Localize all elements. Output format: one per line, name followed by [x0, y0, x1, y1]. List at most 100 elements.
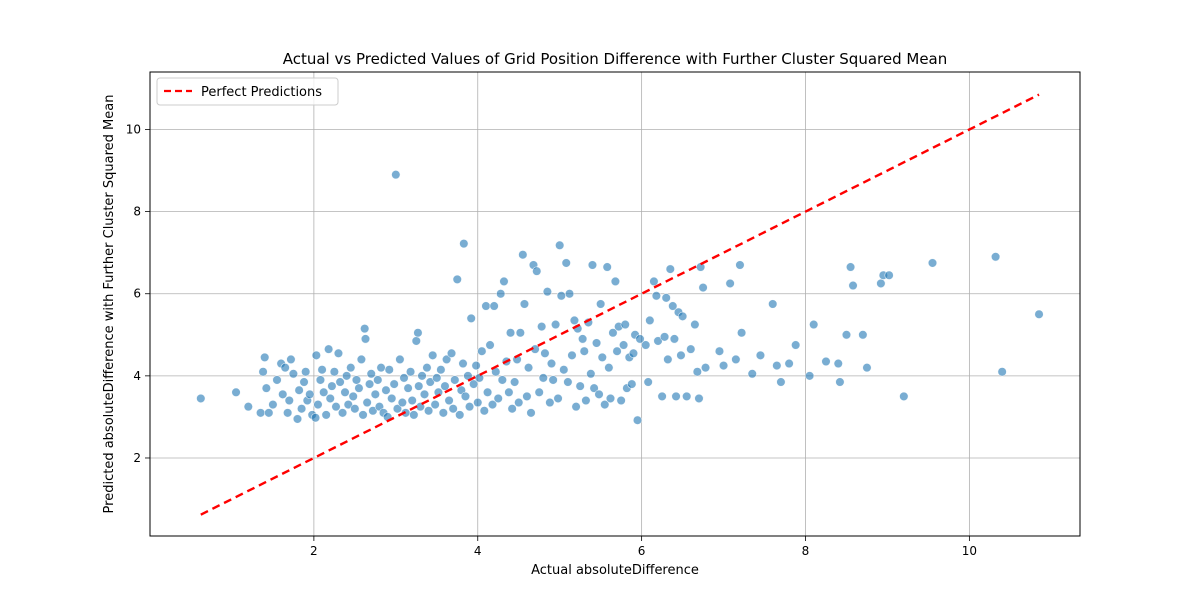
scatter-point: [436, 365, 446, 375]
scatter-point: [997, 367, 1007, 377]
scatter-point: [301, 367, 311, 377]
scatter-point: [612, 346, 622, 356]
scatter-point: [278, 389, 288, 399]
scatter-point: [755, 350, 766, 360]
scatter-point: [736, 328, 747, 338]
x-tick-label: 10: [962, 544, 977, 558]
perfect-prediction-line: [200, 93, 1040, 516]
scatter-point: [645, 315, 655, 326]
scatter-point: [381, 385, 391, 395]
scatter-point: [523, 363, 534, 373]
scatter-point: [397, 397, 407, 408]
scatter-point: [430, 400, 440, 410]
y-axis-label: Predicted absoluteDifference with Furthe…: [102, 95, 117, 514]
scatter-point: [735, 260, 745, 270]
scatter-point: [409, 410, 419, 420]
scatter-point: [692, 367, 702, 377]
scatter-point: [515, 328, 525, 338]
x-axis-label: Actual absoluteDifference: [531, 563, 699, 578]
scatter-point: [553, 393, 563, 404]
x-tick-label: 4: [474, 544, 482, 558]
scatter-point: [333, 348, 344, 358]
scatter-point: [337, 408, 348, 418]
x-axis-ticks: 2 4 6 8 10: [310, 536, 977, 558]
scatter-point: [567, 350, 577, 360]
scatter-point: [718, 360, 729, 371]
scatter-point: [391, 170, 401, 180]
scatter-point: [231, 387, 241, 397]
scatter-point: [649, 276, 659, 287]
scatter-point: [464, 402, 475, 412]
scatter-point: [507, 404, 517, 414]
scatter-point: [387, 393, 397, 404]
scatter-point: [546, 358, 557, 369]
scatter-point: [682, 391, 692, 401]
scatter-point: [305, 389, 315, 399]
scatter-point: [876, 278, 886, 289]
scatter-point: [1034, 309, 1044, 319]
scatter-point: [362, 397, 372, 408]
y-tick-label: 2: [133, 451, 141, 465]
scatter-point: [927, 258, 938, 268]
scatter-point: [653, 336, 663, 346]
perfect-prediction-line-layer: [200, 93, 1040, 516]
scatter-point: [284, 395, 294, 406]
scatter-point: [477, 346, 487, 356]
scatter-point: [493, 393, 503, 404]
scatter-point: [663, 354, 673, 365]
scatter-point: [411, 336, 421, 346]
scatter-point: [366, 369, 376, 379]
scatter-point: [571, 402, 581, 412]
scatter-point: [376, 363, 386, 373]
scatter-point: [423, 406, 434, 416]
scatter-point: [446, 348, 457, 358]
scatter-point: [772, 360, 782, 371]
scatter-point: [370, 389, 380, 399]
x-tick-label: 2: [310, 544, 318, 558]
scatter-point: [862, 363, 872, 373]
scatter-point: [594, 389, 604, 399]
scatter-point: [651, 291, 661, 301]
scatter-point: [469, 379, 479, 389]
scatter-point: [351, 375, 362, 385]
scatter-point: [578, 334, 588, 344]
scatter-point: [632, 415, 643, 425]
scatter-point: [482, 387, 493, 397]
scatter-point: [460, 391, 471, 401]
scatter-point: [417, 371, 427, 381]
scatter-point: [407, 395, 417, 406]
scatter-point: [845, 262, 856, 272]
scatter-point: [471, 360, 481, 371]
chart-title: Actual vs Predicted Values of Grid Posit…: [283, 50, 948, 68]
scatter-point: [489, 301, 499, 311]
scatter-point: [299, 377, 309, 387]
scatter-point: [350, 404, 360, 414]
scatter-point: [550, 319, 561, 330]
scatter-point: [256, 408, 266, 418]
scatter-point: [589, 383, 599, 393]
scatter-point: [283, 408, 293, 418]
scatter-point: [747, 369, 757, 379]
scatter-point: [768, 299, 778, 309]
scatter-point: [196, 393, 206, 404]
scatter-point: [442, 354, 452, 365]
scatter-point: [440, 381, 450, 391]
scatter-point: [364, 379, 375, 389]
scatter-point: [991, 252, 1001, 262]
scatter-point: [833, 358, 843, 369]
scatter-point: [294, 385, 304, 395]
scatter-point: [243, 402, 253, 412]
scatter-point: [474, 373, 484, 383]
scatter-point: [694, 393, 704, 404]
scatter-point: [604, 363, 614, 373]
scatter-point: [564, 289, 575, 299]
scatter-point: [496, 289, 506, 299]
scatter-point: [452, 274, 462, 284]
scatter-point: [519, 299, 530, 309]
scatter-point: [329, 367, 339, 377]
scatter-point: [422, 363, 432, 373]
scatter-point: [392, 404, 403, 414]
scatter-point: [597, 352, 607, 362]
scatter-point: [610, 276, 621, 287]
